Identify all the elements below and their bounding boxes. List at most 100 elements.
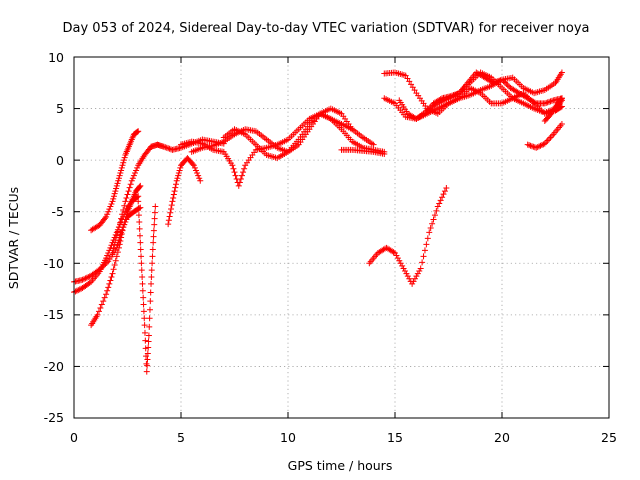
data-point	[118, 167, 125, 174]
data-point	[235, 182, 242, 189]
data-point	[117, 170, 124, 177]
data-point	[111, 241, 118, 248]
data-point	[420, 253, 427, 260]
data-point	[133, 167, 140, 174]
data-point	[538, 142, 545, 149]
data-point	[162, 144, 169, 151]
data-point	[558, 103, 565, 110]
data-point	[146, 315, 153, 322]
data-point	[149, 246, 156, 253]
data-point	[119, 211, 126, 218]
data-point	[106, 247, 113, 254]
data-point	[172, 184, 179, 191]
data-point	[190, 162, 197, 169]
data-point	[152, 203, 159, 210]
data-point	[437, 96, 444, 103]
data-point	[123, 213, 130, 220]
data-point	[138, 260, 145, 267]
data-point	[503, 80, 510, 87]
data-point	[500, 78, 507, 85]
data-point	[105, 284, 112, 291]
data-point	[394, 255, 401, 262]
data-point	[526, 142, 533, 149]
y-tick-label-5: 0	[56, 153, 64, 168]
data-point	[237, 176, 244, 183]
data-point	[120, 206, 127, 213]
data-point	[113, 182, 120, 189]
data-point	[409, 280, 416, 287]
data-point	[177, 164, 184, 171]
data-point	[166, 145, 173, 152]
data-point	[189, 161, 196, 168]
data-point	[118, 215, 125, 222]
data-point	[173, 177, 180, 184]
data-point	[169, 198, 176, 205]
data-point	[108, 274, 115, 281]
data-point	[494, 78, 501, 85]
data-point	[138, 267, 145, 274]
data-point	[548, 132, 555, 139]
data-point	[86, 279, 93, 286]
data-point	[544, 137, 551, 144]
data-point	[141, 329, 148, 336]
y-tick-label-6: 5	[56, 101, 64, 116]
data-point	[108, 200, 115, 207]
data-point	[558, 121, 565, 128]
data-point	[170, 194, 177, 201]
data-point	[163, 144, 170, 151]
data-point	[112, 237, 119, 244]
data-point	[144, 350, 151, 357]
data-point	[241, 165, 248, 172]
data-point	[370, 141, 377, 148]
data-point	[543, 99, 550, 106]
data-point	[111, 190, 118, 197]
data-point	[147, 298, 154, 305]
data-point	[128, 177, 135, 184]
x-tick-label-2: 10	[280, 430, 296, 445]
data-point	[107, 244, 114, 251]
data-point	[97, 304, 104, 311]
data-point	[106, 206, 113, 213]
data-point	[144, 356, 151, 363]
data-point	[80, 276, 87, 283]
data-point	[423, 241, 430, 248]
data-point	[149, 260, 156, 267]
series-track-k	[338, 146, 388, 157]
data-point	[85, 274, 92, 281]
data-point	[393, 252, 400, 259]
data-point	[548, 97, 555, 104]
data-point	[109, 198, 116, 205]
data-point	[151, 215, 158, 222]
data-point	[439, 194, 446, 201]
data-point	[524, 141, 531, 148]
data-point	[399, 262, 406, 269]
data-point	[110, 195, 117, 202]
data-point	[107, 203, 114, 210]
data-point	[139, 287, 146, 294]
chart-title: Day 053 of 2024, Sidereal Day-to-day VTE…	[63, 21, 590, 36]
data-point	[117, 219, 124, 226]
data-point	[413, 273, 420, 280]
data-point	[417, 265, 424, 272]
data-point	[528, 143, 535, 150]
data-point	[114, 249, 121, 256]
data-point	[111, 262, 118, 269]
data-point	[491, 79, 498, 86]
data-point	[129, 175, 136, 182]
data-point	[123, 194, 130, 201]
data-point	[150, 227, 157, 234]
data-point	[106, 280, 113, 287]
data-point	[136, 183, 143, 190]
data-point	[124, 191, 131, 198]
data-point	[75, 287, 82, 294]
data-point	[499, 76, 505, 83]
data-point	[414, 270, 421, 277]
data-point	[410, 278, 417, 285]
data-point	[100, 298, 107, 305]
data-point	[541, 100, 548, 107]
series-track-p	[413, 84, 565, 122]
data-point	[126, 184, 133, 191]
data-point	[121, 154, 128, 161]
data-point	[118, 234, 125, 241]
data-point	[134, 164, 141, 171]
